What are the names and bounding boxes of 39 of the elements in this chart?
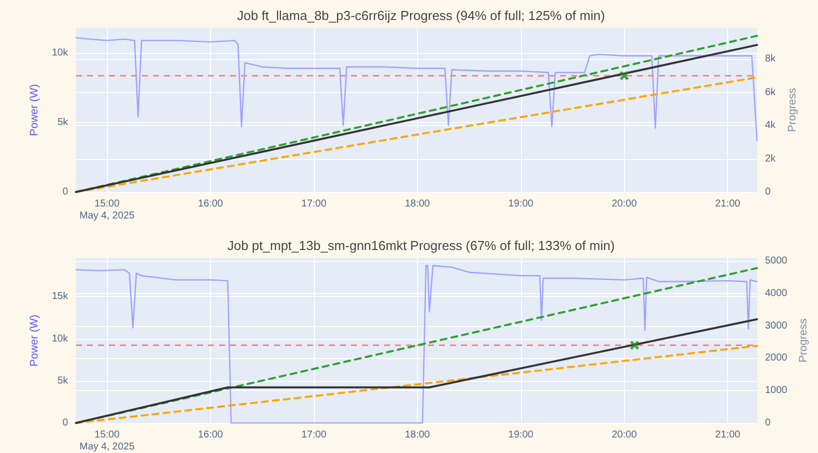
y2-tick-label: 2000 <box>765 352 788 364</box>
y-tick-label: 5k <box>57 117 69 128</box>
line-series <box>75 37 758 142</box>
x-tick-label: 17:00 <box>301 198 327 210</box>
y2-tick-label: 6k <box>765 86 777 98</box>
y-tick-label: 0 <box>62 418 68 428</box>
y2-tick-label: 5000 <box>765 255 788 266</box>
x-tick-label: 18:00 <box>404 430 430 440</box>
x-tick-label: 20:00 <box>612 198 638 210</box>
x-tick-label: 19:00 <box>508 430 534 440</box>
y-tick-label: 5k <box>57 375 69 386</box>
y2-tick-label: 1000 <box>765 385 788 396</box>
x-tick-label: 19:00 <box>508 198 534 210</box>
x-tick-label: 20:00 <box>612 430 638 440</box>
x-tick-label: 21:00 <box>715 198 741 210</box>
x-tick-label: 15:00 May 4, 2025 <box>80 198 135 222</box>
y-tick-label: 0 <box>62 186 68 198</box>
x-tick-label: 16:00 <box>198 198 224 210</box>
y-tick-label: 15k <box>52 291 69 302</box>
x-tick-label: 16:00 <box>198 430 224 440</box>
y2-tick-label: 0 <box>765 186 771 198</box>
y2-tick-label: 4000 <box>765 288 788 299</box>
y2-tick-label: 4k <box>765 120 777 132</box>
x-tick-label: 17:00 <box>301 430 327 440</box>
y2-axis-title: Progress <box>786 88 798 132</box>
y-axis-title: Power (W) <box>28 84 40 136</box>
y2-tick-label: 2k <box>765 153 777 164</box>
y-tick-label: 10k <box>52 48 69 59</box>
chart-title: Job pt_mpt_13b_sm-gnn16mkt Progress (67% of full; 133% of min) <box>227 238 615 253</box>
y2-tick-label: 8k <box>765 54 777 65</box>
x-tick-label: 18:00 <box>404 198 430 210</box>
chart-title: Job ft_llama_8b_p3-c6rr6ijz Progress (94% of full; 125% of min) <box>237 8 605 23</box>
y2-axis-title: Progress <box>798 318 810 363</box>
x-tick-label: 15:00 May 4, 2025 <box>80 430 135 452</box>
y-axis-title: Power (W) <box>28 314 40 366</box>
y2-tick-label: 3000 <box>765 320 788 332</box>
y-tick-label: 10k <box>52 333 69 344</box>
x-tick-label: 21:00 <box>715 430 741 440</box>
y2-tick-label: 0 <box>765 418 771 428</box>
